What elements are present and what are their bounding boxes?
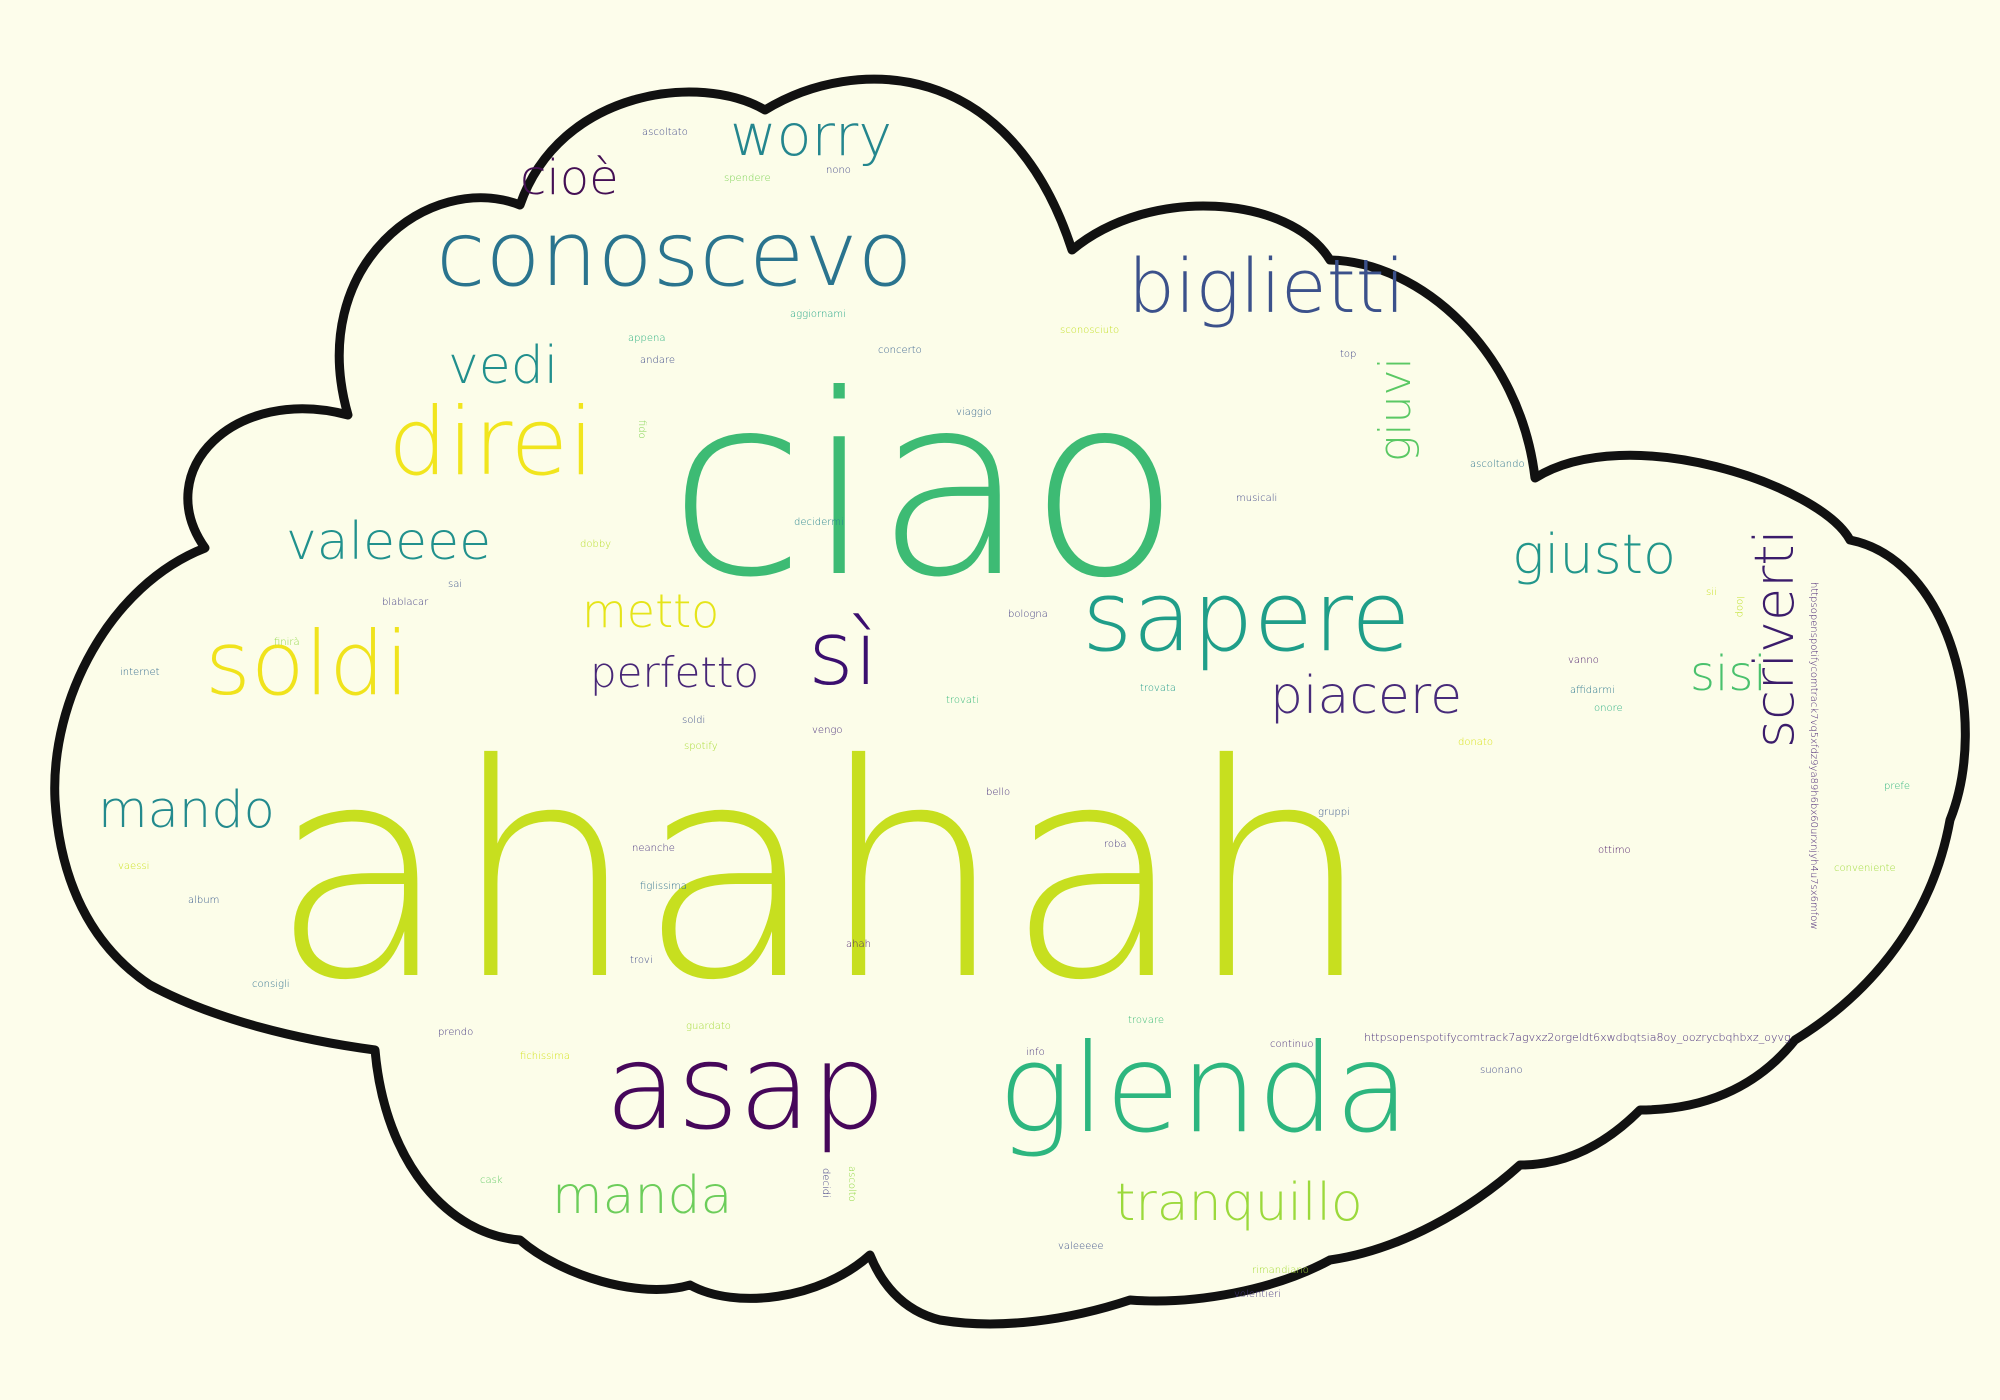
word: metto [582, 584, 720, 638]
word: volentieri [1234, 1289, 1282, 1300]
word: soldi [682, 715, 706, 726]
word: sì [808, 602, 879, 705]
word: roba [1104, 839, 1127, 850]
word: conoscevo [436, 202, 913, 307]
word: sai [448, 579, 463, 590]
word: soldi [205, 612, 410, 715]
word: valeeeee [1058, 1241, 1104, 1252]
word: dobby [580, 539, 612, 550]
word: ahah [846, 939, 871, 950]
word: scriverti [1743, 529, 1806, 748]
word: album [188, 895, 220, 906]
word: onore [1594, 703, 1623, 714]
word: fido [636, 420, 647, 439]
word: trovi [630, 955, 653, 966]
word: sii [1706, 587, 1717, 598]
word: info [1026, 1047, 1045, 1058]
word: decidermi [794, 517, 844, 528]
word: spotify [684, 741, 718, 752]
word: andare [640, 355, 675, 366]
word: aggiornami [790, 309, 846, 320]
word: top [1340, 349, 1357, 360]
word: loop [1734, 596, 1745, 618]
word: prefe [1884, 781, 1911, 792]
word: piacere [1270, 666, 1463, 726]
word: biglietti [1128, 244, 1406, 330]
word: donato [1458, 737, 1493, 748]
word: ascolto [846, 1166, 857, 1202]
word: ciao [668, 341, 1182, 632]
word: trovati [946, 695, 979, 706]
word: ascoltando [1470, 459, 1525, 470]
word: trovata [1140, 683, 1177, 694]
word: rimandiano [1252, 1265, 1309, 1276]
word: gruppi [1318, 807, 1350, 818]
word: consigli [252, 979, 290, 990]
word: worry [730, 103, 893, 169]
word: figlissima [640, 881, 687, 892]
word: perfetto [590, 648, 760, 697]
word: cask [480, 1175, 503, 1186]
word: neanche [632, 843, 675, 854]
word: fichissima [520, 1051, 570, 1062]
word: internet [120, 667, 160, 678]
word: httpsopenspotifycomtrack7agvxz2orgeldt6x… [1364, 1031, 1791, 1044]
word: nono [826, 165, 851, 176]
word: giuvi [1370, 357, 1421, 462]
word: giusto [1512, 523, 1676, 586]
word: vedi [448, 336, 559, 396]
word: spendere [724, 173, 771, 184]
cloud-shape [50, 74, 1970, 1329]
word: ahahah [270, 701, 1374, 1045]
word: glenda [998, 1018, 1410, 1160]
word: httpsopenspotifycomtrack7vq5xfdz9ya89h6b… [1808, 582, 1819, 930]
word: ottimo [1598, 845, 1631, 856]
word: concerto [878, 345, 922, 356]
word: appena [628, 333, 666, 344]
word: sapere [1082, 560, 1411, 673]
word: bologna [1008, 609, 1048, 620]
word: decidi [820, 1168, 831, 1198]
word: asap [605, 1018, 886, 1156]
word: vanno [1568, 655, 1599, 666]
word: conveniente [1834, 863, 1896, 874]
word: valeeee [286, 512, 492, 572]
word: suonano [1480, 1065, 1523, 1076]
word: mando [98, 781, 275, 840]
word: guardato [686, 1021, 731, 1032]
word: ascoltato [642, 127, 688, 138]
word: continuo [1270, 1039, 1314, 1050]
word: finirà [274, 637, 300, 648]
word: viaggio [956, 407, 992, 418]
word: direi [388, 388, 595, 497]
word: vaessi [118, 861, 150, 872]
word: prendo [438, 1027, 474, 1038]
word: cioè [520, 150, 619, 206]
word: sconosciuto [1060, 325, 1120, 336]
word: sisi [1690, 646, 1767, 702]
word: trovare [1128, 1015, 1165, 1026]
word: manda [552, 1166, 733, 1226]
word: bello [986, 787, 1011, 798]
word: blablacar [382, 597, 429, 608]
word: affidarmi [1570, 685, 1615, 696]
word: vengo [812, 725, 843, 736]
word: tranquillo [1115, 1173, 1363, 1233]
word: musicali [1236, 493, 1278, 504]
